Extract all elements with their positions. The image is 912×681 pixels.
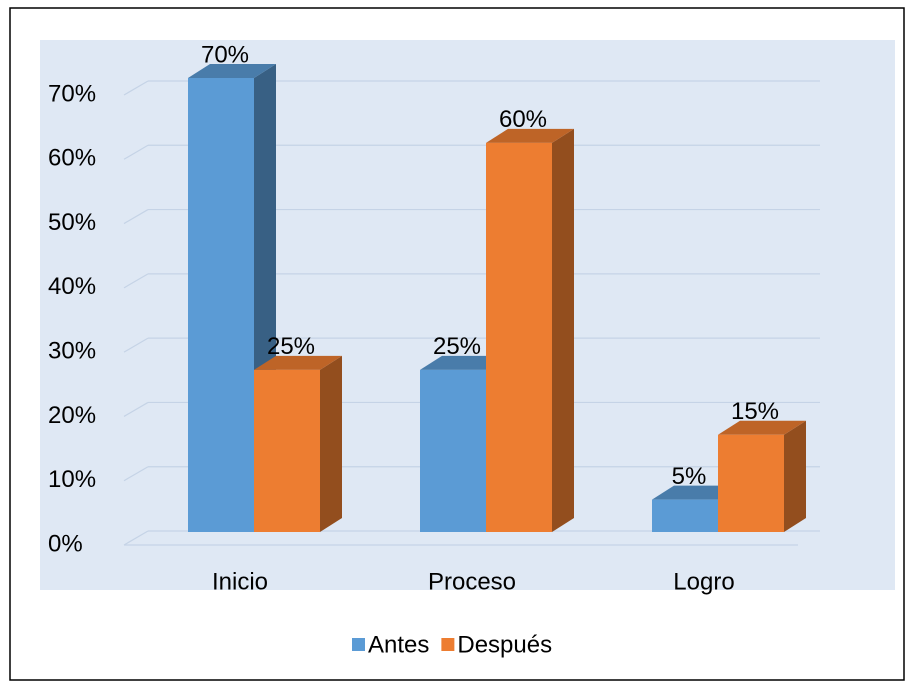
x-tick-label: Logro bbox=[673, 568, 734, 595]
grid-line bbox=[123, 530, 149, 546]
y-tick-label: 30% bbox=[48, 337, 96, 364]
bar-side bbox=[784, 420, 806, 532]
grid-line bbox=[123, 337, 149, 353]
legend-swatch bbox=[352, 638, 365, 651]
legend-swatch bbox=[441, 638, 455, 651]
bar-top bbox=[718, 420, 806, 435]
y-tick-label: 20% bbox=[48, 402, 96, 429]
bar-front bbox=[718, 434, 784, 532]
bar bbox=[486, 128, 574, 532]
x-tick-label: Proceso bbox=[428, 568, 516, 595]
grid-line bbox=[123, 80, 149, 96]
y-tick-label: 50% bbox=[48, 209, 96, 236]
grid-line bbox=[123, 401, 149, 417]
bar-front bbox=[254, 369, 320, 532]
bar-front bbox=[486, 142, 552, 532]
bar-front bbox=[188, 78, 254, 532]
y-tick-label: 70% bbox=[48, 80, 96, 107]
bar-side bbox=[552, 128, 574, 532]
grid-line bbox=[123, 466, 149, 482]
grid-line bbox=[123, 273, 149, 289]
bar-top bbox=[254, 355, 342, 370]
grid-line bbox=[123, 144, 149, 160]
bar-front bbox=[420, 369, 486, 532]
legend-label: Antes bbox=[368, 631, 429, 658]
bar-top bbox=[486, 128, 574, 143]
y-tick-label: 10% bbox=[48, 466, 96, 493]
value-label: 25% bbox=[267, 333, 315, 360]
bar-front bbox=[652, 499, 718, 532]
value-label: 60% bbox=[499, 106, 547, 133]
bar bbox=[718, 420, 806, 532]
y-tick-label: 40% bbox=[48, 273, 96, 300]
y-tick-label: 0% bbox=[48, 530, 83, 557]
value-label: 5% bbox=[672, 463, 707, 490]
x-tick-label: Inicio bbox=[212, 568, 268, 595]
bar bbox=[254, 355, 342, 532]
bar-top bbox=[188, 64, 276, 78]
value-label: 25% bbox=[433, 333, 481, 360]
y-tick-label: 60% bbox=[48, 145, 96, 172]
bar-side bbox=[320, 355, 342, 532]
grid-line bbox=[123, 209, 149, 225]
value-label: 70% bbox=[201, 41, 249, 68]
legend-label: Después bbox=[457, 631, 552, 658]
value-label: 15% bbox=[731, 398, 779, 425]
